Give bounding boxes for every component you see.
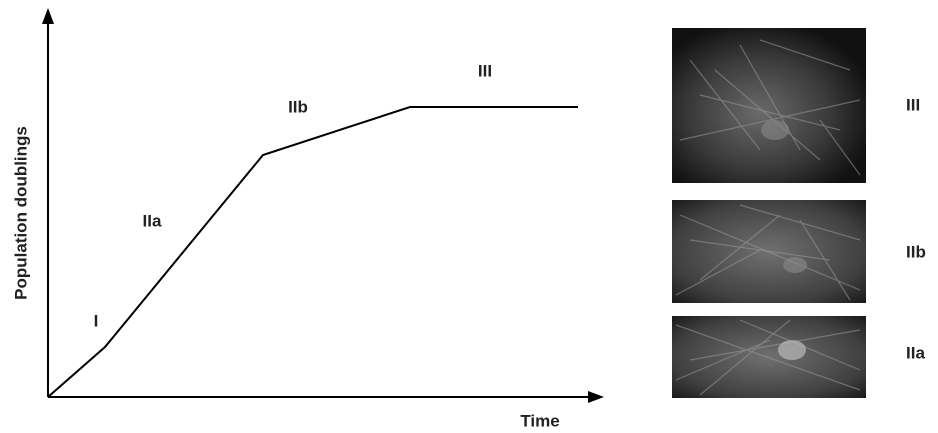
figure: Population doublings Time I IIa IIb III … xyxy=(0,0,938,433)
x-arrow xyxy=(588,391,604,403)
micrograph xyxy=(672,28,866,183)
image-label: III xyxy=(906,95,920,114)
phase-label: IIb xyxy=(288,97,308,116)
micrograph xyxy=(672,316,866,398)
x-axis-label: Time xyxy=(520,411,559,430)
micrograph xyxy=(672,200,866,303)
phase-label: III xyxy=(478,61,492,80)
image-label: IIb xyxy=(906,242,926,261)
growth-curve xyxy=(48,107,578,397)
phase-label: IIa xyxy=(143,211,162,230)
y-arrow xyxy=(42,8,54,24)
image-label: IIa xyxy=(906,343,925,362)
y-axis-label: Population doublings xyxy=(11,126,30,300)
phase-label: I xyxy=(94,311,99,330)
